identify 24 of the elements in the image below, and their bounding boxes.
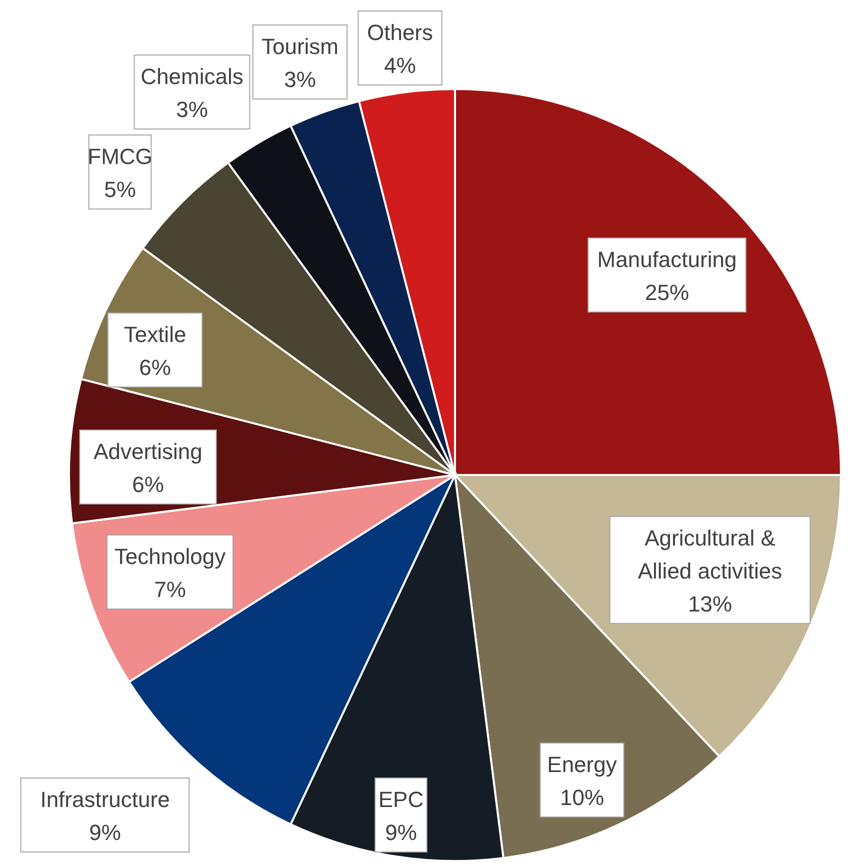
slice-label: Energy <box>547 752 617 777</box>
slice-label: Others <box>366 20 434 45</box>
data-label: 3% <box>176 97 208 122</box>
slice-label: Textile <box>124 322 186 347</box>
slice-label: Tourism <box>261 34 339 59</box>
data-label: 4% <box>384 53 416 78</box>
data-label: 25% <box>644 280 690 305</box>
slice-label: Manufacturing <box>597 247 737 272</box>
data-label: 6% <box>139 355 171 380</box>
data-label: 7% <box>154 577 186 602</box>
slice-label: Agricultural & Allied activities <box>638 526 782 584</box>
data-label: 10% <box>560 785 604 810</box>
data-label: 9% <box>385 820 417 845</box>
slice-label: FMCG <box>88 144 152 169</box>
data-label: 13% <box>688 592 732 616</box>
data-label: 5% <box>104 177 136 202</box>
data-label: 9% <box>89 820 121 845</box>
data-label: 3% <box>284 67 316 92</box>
slice-label: EPC <box>378 787 424 812</box>
slice-label: Technology <box>114 544 226 569</box>
slice-label: Advertising <box>94 439 202 464</box>
data-label: 6% <box>132 472 164 497</box>
slice-label: Chemicals <box>140 64 244 89</box>
slice-label: Infrastructure <box>40 787 170 812</box>
